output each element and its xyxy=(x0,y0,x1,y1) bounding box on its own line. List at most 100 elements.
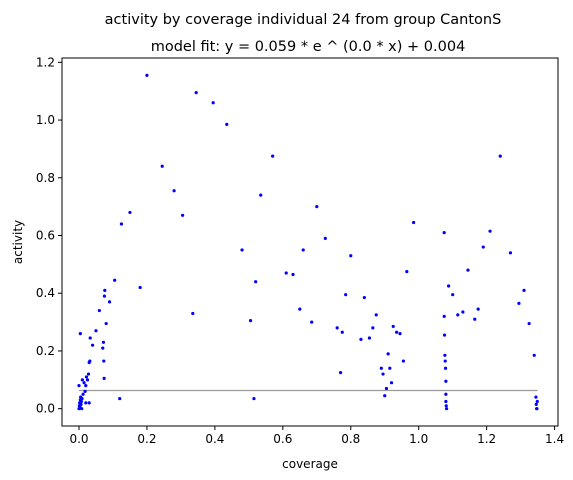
data-point xyxy=(443,359,447,363)
data-point xyxy=(391,324,395,329)
data-point xyxy=(86,372,91,376)
data-point xyxy=(172,189,176,193)
data-point xyxy=(84,383,88,388)
data-point xyxy=(473,317,477,321)
data-point xyxy=(88,336,92,340)
data-points-layer xyxy=(77,73,539,411)
data-point xyxy=(107,300,112,304)
data-point xyxy=(80,378,84,382)
data-point xyxy=(315,205,319,209)
data-point xyxy=(461,310,465,314)
data-point xyxy=(79,402,83,406)
data-point xyxy=(359,337,363,342)
x-tick-label: 1.0 xyxy=(409,432,428,446)
data-point xyxy=(87,401,91,405)
data-point xyxy=(466,268,470,272)
data-point xyxy=(535,407,539,411)
data-point xyxy=(102,294,107,298)
data-point xyxy=(532,353,536,357)
data-point xyxy=(444,407,449,411)
data-point xyxy=(389,381,394,385)
data-point xyxy=(362,295,366,300)
data-point xyxy=(191,311,195,316)
data-point xyxy=(97,308,101,313)
data-point xyxy=(367,336,372,340)
data-point xyxy=(101,340,106,344)
data-point xyxy=(248,319,253,323)
data-point xyxy=(535,399,539,404)
data-point xyxy=(284,271,288,275)
data-point xyxy=(102,376,106,380)
x-tick-label: 1.2 xyxy=(477,432,496,446)
data-point xyxy=(405,269,409,274)
data-point xyxy=(323,236,327,240)
data-point xyxy=(82,381,86,385)
data-point xyxy=(374,313,378,317)
data-point xyxy=(271,154,275,158)
data-point xyxy=(104,321,108,326)
data-point xyxy=(488,229,492,233)
data-point xyxy=(444,379,448,383)
data-point xyxy=(384,386,389,391)
data-point xyxy=(447,284,451,288)
data-point xyxy=(94,329,98,333)
data-point xyxy=(118,396,122,401)
data-point xyxy=(371,326,375,330)
data-point xyxy=(85,378,90,382)
x-axis-ticks: 0.0 0.2 0.4 0.6 0.8 1.0 1.2 1.4 xyxy=(69,426,564,446)
data-point xyxy=(456,313,460,317)
chart-title: activity by coverage individual 24 from … xyxy=(105,12,502,28)
data-point xyxy=(145,73,149,77)
data-point xyxy=(401,359,406,363)
data-point xyxy=(476,307,480,311)
data-point xyxy=(225,122,229,126)
data-point xyxy=(442,333,447,337)
x-tick-label: 1.4 xyxy=(545,432,564,446)
data-point xyxy=(301,248,305,252)
data-point xyxy=(291,272,295,277)
y-tick-label: 0.4 xyxy=(36,286,55,300)
data-point xyxy=(181,213,185,217)
data-point xyxy=(381,372,385,376)
data-point xyxy=(103,288,107,292)
data-point xyxy=(444,392,448,396)
data-point xyxy=(298,307,302,311)
data-point xyxy=(81,392,85,396)
data-point xyxy=(194,91,198,95)
data-point xyxy=(254,280,258,284)
chart-subtitle: model fit: y = 0.059 * e ^ (0.0 * x) + 0… xyxy=(151,39,466,55)
y-axis-label: activity xyxy=(11,220,25,264)
data-point xyxy=(481,245,485,249)
data-point xyxy=(340,330,344,334)
data-point xyxy=(517,301,521,305)
data-point xyxy=(379,366,383,370)
data-point xyxy=(259,193,263,197)
data-point xyxy=(522,288,526,292)
x-tick-label: 0.2 xyxy=(137,432,156,446)
data-point xyxy=(101,346,105,350)
data-point xyxy=(160,164,164,168)
data-point xyxy=(80,396,84,401)
data-point xyxy=(240,248,244,252)
data-point xyxy=(128,210,132,215)
data-point xyxy=(84,375,89,379)
data-point xyxy=(252,396,256,401)
data-point xyxy=(534,402,538,406)
data-point xyxy=(349,254,353,258)
y-tick-label: 1.0 xyxy=(36,113,55,127)
data-point xyxy=(113,278,117,282)
x-axis-label: coverage xyxy=(282,457,338,471)
data-point xyxy=(84,401,88,405)
y-axis-ticks: 0.0 0.2 0.4 0.6 0.8 1.0 1.2 xyxy=(36,55,62,416)
data-point xyxy=(310,320,314,324)
data-point xyxy=(412,220,416,225)
data-point xyxy=(80,407,84,411)
data-point xyxy=(83,389,87,393)
y-tick-label: 0.2 xyxy=(36,344,55,358)
data-point xyxy=(498,154,502,158)
x-tick-label: 0.4 xyxy=(205,432,224,446)
data-point xyxy=(534,395,538,399)
data-point xyxy=(398,332,402,336)
data-point xyxy=(78,332,82,336)
data-point xyxy=(102,359,106,363)
